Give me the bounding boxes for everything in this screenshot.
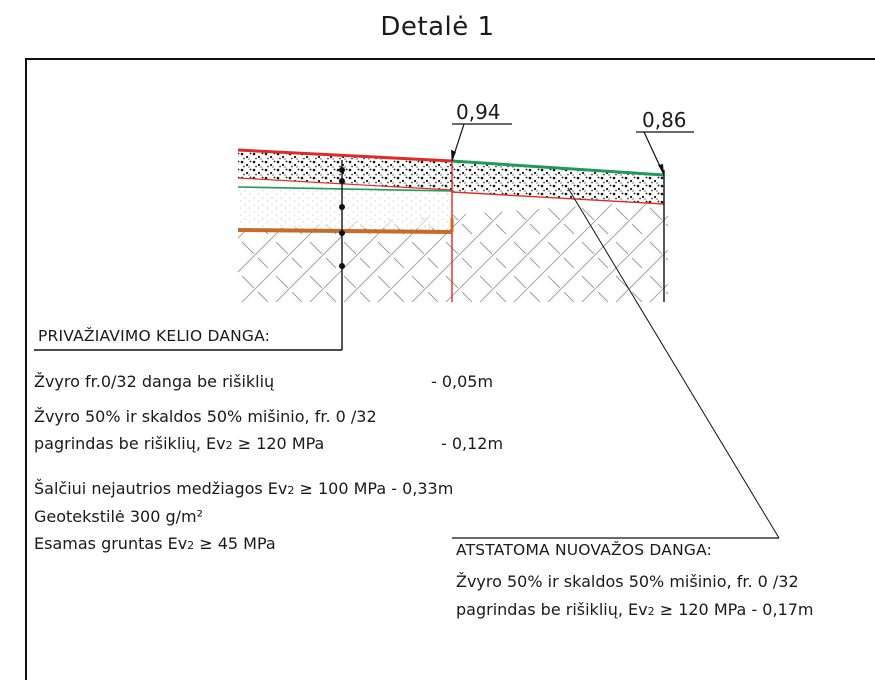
driveway-header: PRIVAŽIAVIMO KELIO DANGA: <box>38 327 271 345</box>
geotextile-line <box>237 228 453 234</box>
driveway-layer3: Šalčiui nejautrios medžiagos Ev2 ≥ 100 M… <box>34 479 454 498</box>
design-surface-line <box>451 159 665 177</box>
green-layer-line <box>237 186 453 192</box>
existing-base-line <box>237 177 453 191</box>
exit-restore-header: ATSTATOMA NUOVAŽOS DANGA: <box>456 541 713 559</box>
driveway-layer2-line1: Žvyro 50% ir skaldos 50% mišinio, fr. 0 … <box>34 407 377 426</box>
driveway-layer4: Geotekstilė 300 g/m² <box>34 507 204 526</box>
driveway-layer1-thickness: - 0,05m <box>431 372 494 391</box>
frost-layer-sand <box>238 188 452 232</box>
drawing-title: Detalė 1 <box>380 12 495 42</box>
elevation-left-label: 0,94 <box>456 100 501 124</box>
driveway-layer1-name: Žvyro fr.0/32 danga be rišiklių <box>34 372 275 391</box>
exit-restore-line2: pagrindas be rišiklių, Ev2 ≥ 120 MPa - 0… <box>456 600 814 619</box>
cross-section-drawing <box>34 123 780 539</box>
existing-surface-line <box>237 148 453 163</box>
drawing-frame <box>25 58 875 680</box>
driveway-layer2-line2: pagrindas be rišiklių, Ev2 ≥ 120 MPa <box>34 434 325 453</box>
driveway-layer2-thickness: - 0,12m <box>441 434 504 453</box>
elevation-right-label: 0,86 <box>642 108 687 132</box>
driveway-layer5: Esamas gruntas Ev2 ≥ 45 MPa <box>34 534 276 553</box>
exit-leader-line <box>567 187 780 539</box>
exit-base-line <box>451 191 665 205</box>
exit-restore-line1: Žvyro 50% ir skaldos 50% mišinio, fr. 0 … <box>456 572 799 591</box>
